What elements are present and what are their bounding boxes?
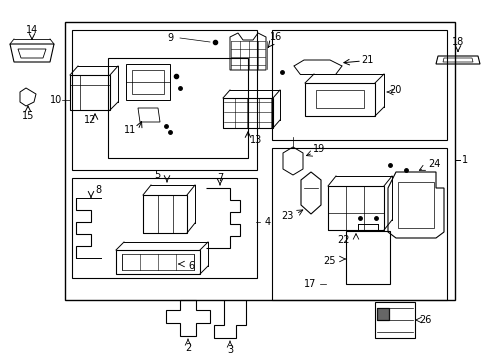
Text: 15: 15	[22, 111, 34, 121]
Text: 4: 4	[264, 217, 270, 227]
Text: 20: 20	[388, 85, 400, 95]
Bar	[271, 30, 446, 140]
Text: 5: 5	[154, 170, 160, 180]
Text: 23: 23	[281, 211, 293, 221]
Text: 16: 16	[269, 32, 282, 42]
Text: 26: 26	[418, 315, 430, 325]
Text: 13: 13	[249, 135, 262, 145]
Text: 17: 17	[303, 279, 316, 289]
Text: 9: 9	[166, 33, 173, 43]
Text: 25: 25	[323, 256, 335, 266]
Text: 12: 12	[84, 115, 96, 125]
Text: 24: 24	[427, 159, 439, 169]
Bar	[108, 58, 247, 158]
Text: 6: 6	[187, 261, 194, 271]
Text: 11: 11	[123, 125, 136, 135]
Text: 1: 1	[461, 155, 467, 165]
Bar	[72, 30, 257, 170]
Text: 18: 18	[451, 37, 463, 47]
Bar	[72, 178, 257, 278]
Text: 21: 21	[360, 55, 372, 65]
Text: 22: 22	[337, 235, 349, 245]
Text: 7: 7	[217, 173, 223, 183]
Text: 10: 10	[50, 95, 62, 105]
Text: 8: 8	[95, 185, 101, 195]
Text: 19: 19	[312, 144, 325, 154]
Bar	[271, 148, 446, 300]
Text: 3: 3	[226, 345, 233, 355]
Text: 2: 2	[184, 343, 191, 353]
Bar	[65, 22, 454, 300]
Text: 14: 14	[26, 25, 38, 35]
Polygon shape	[376, 308, 388, 320]
